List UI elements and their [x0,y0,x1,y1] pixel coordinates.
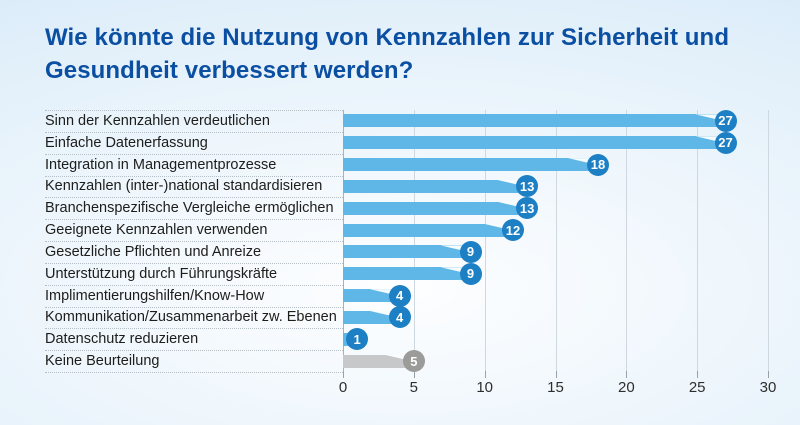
category-label: Datenschutz reduzieren [45,331,199,348]
bar-swoosh [497,179,528,187]
x-axis-tick [413,371,415,378]
bar-swoosh [383,354,414,362]
row-separator [45,350,343,352]
x-axis-tick [626,371,628,378]
value-badge: 18 [587,153,609,176]
category-label: Unterstützung durch Führungskräfte [45,265,278,282]
x-axis-tick-label: 20 [617,379,635,396]
gridline [484,110,486,372]
bar [343,289,400,303]
category-label: Keine Beurteilung [45,353,160,370]
value-badge: 27 [714,131,737,154]
gridline [555,110,557,372]
bar-swoosh [695,114,726,122]
gridline [697,110,699,372]
row-separator [45,110,343,111]
x-axis-tick-label: 25 [688,379,706,396]
value-badge: 13 [516,197,539,220]
category-label: Integration in Managementprozesse [45,156,277,173]
row-separator [45,284,343,286]
value-badge: 5 [402,350,425,373]
row-separator [45,197,343,199]
y-axis-line [343,110,344,372]
category-label: Implimentierungshilfen/Know-How [45,287,265,304]
row-separator [45,175,343,177]
bar-swoosh [695,136,726,144]
x-axis-tick [484,371,486,378]
page-title: Wie könnte die Nutzung von Kennzahlen zu… [45,24,730,84]
row-separator [45,306,343,308]
row-separator [45,328,343,330]
value-badge: 13 [516,175,539,198]
row-separator [45,131,343,133]
category-label: Einfache Datenerfassung [45,134,208,151]
x-axis-tick-label: 10 [476,379,493,396]
bar [343,267,471,281]
bar [343,158,598,172]
value-badge: 9 [459,262,482,285]
x-axis-tick-label: 30 [759,379,777,396]
x-axis-tick [555,371,557,378]
x-axis-tick [343,371,344,378]
bar-swoosh [568,158,598,166]
bar-chart: Sinn der Kennzahlen verdeutlichen 27 Einfa… [45,109,776,396]
x-axis-tick [768,371,769,378]
category-label: Kommunikation/Zusammenarbeit zw. Ebenen [45,309,337,326]
gridline [413,110,415,372]
value-badge: 1 [346,328,369,351]
bar-swoosh [440,245,471,253]
x-axis-tick [697,371,699,378]
row-separator [45,153,343,155]
bar [343,179,528,193]
row-separator [45,241,343,242]
bar [343,310,400,324]
bar-muted [343,354,414,368]
gridline [768,110,769,372]
value-badge: 4 [388,306,411,329]
bar-swoosh [497,201,528,209]
bar [343,114,726,128]
gridline [626,110,628,372]
category-label: Geeignete Kennzahlen verwenden [45,222,268,239]
row-separator [45,372,343,373]
bar-swoosh [440,267,471,275]
value-badge: 12 [502,219,524,242]
bar [343,201,528,215]
x-axis-tick-label: 0 [338,379,348,396]
bar-swoosh [369,289,400,297]
category-label: Branchenspezifische Vergleiche ermöglich… [45,200,334,217]
bar [343,245,471,259]
value-badge: 27 [714,109,737,132]
x-axis-tick-label: 15 [547,379,564,396]
category-label: Gesetzliche Pflichten und Anreize [45,243,262,260]
bar [343,136,726,150]
row-separator [45,262,343,264]
row-separator [45,219,343,221]
bar [343,223,513,237]
category-label: Sinn der Kennzahlen verdeutlichen [45,112,270,129]
bar-swoosh [369,310,400,318]
value-badge: 4 [388,284,411,307]
value-badge: 9 [459,240,482,263]
bar-swoosh [483,223,513,231]
x-axis-tick-label: 5 [409,379,418,396]
category-label: Kennzahlen (inter-)national standardisie… [45,178,323,195]
